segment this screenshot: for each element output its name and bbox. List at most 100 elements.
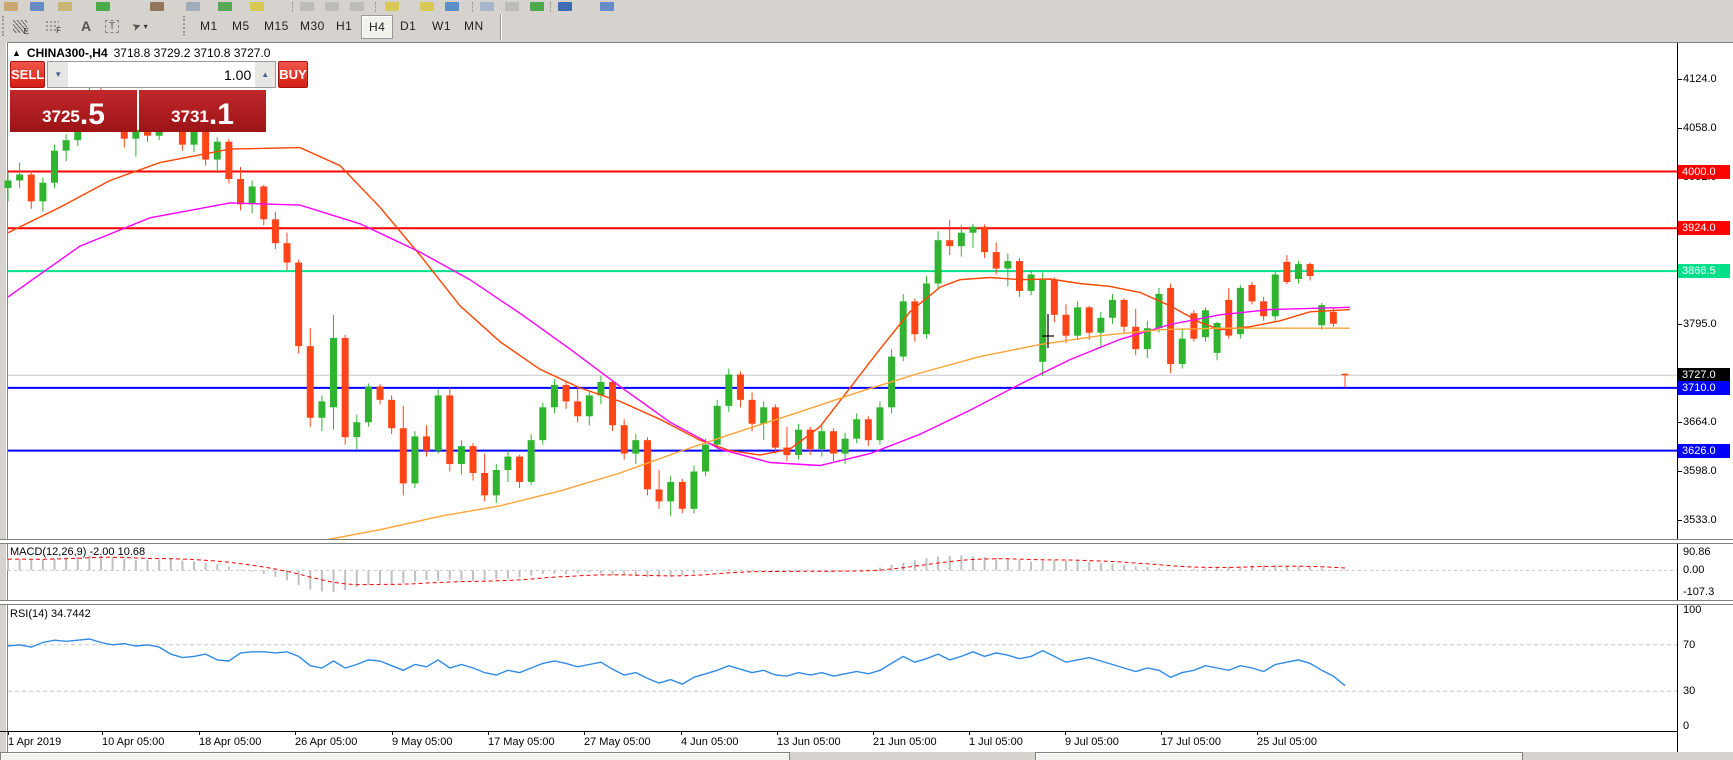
symbol-period-label: CHINA300-,H4 [26,46,108,60]
time-label: 17 May 05:00 [488,736,555,748]
toolbar-icon-fragment[interactable] [480,2,494,11]
time-tick-mark [1257,732,1258,735]
one-click-trading-panel: SELL ▼ ▲ BUY 3725.5 3731.1 [10,61,308,132]
collapse-panel-arrow-icon[interactable]: ▲ [12,48,21,58]
toolbar-icon-fragment[interactable] [445,2,459,11]
price-tag-3924.0: 3924.0 [1678,221,1730,236]
arrow-objects-button[interactable]: ➤ ▾ [128,15,152,37]
volume-decrease-button[interactable]: ▼ [48,62,69,87]
rsi-tick-label: 100 [1683,604,1702,616]
sell-button[interactable]: SELL [10,61,46,88]
price-tag-4000.0: 4000.0 [1678,164,1730,179]
time-axis [0,731,1678,732]
price-tick-mark [1678,79,1682,80]
time-tick-mark [199,732,200,735]
rsi-indicator-label: RSI(14) 34.7442 [10,608,91,620]
toolbar-drag-handle[interactable] [2,16,7,36]
volume-increase-button[interactable]: ▲ [255,62,276,87]
price-axis [1677,43,1678,752]
time-label: 27 May 05:00 [584,736,651,748]
toolbar-icon-fragment[interactable] [250,2,264,11]
toolbar-icon-fragment[interactable] [325,2,339,11]
buy-button[interactable]: BUY [278,61,308,88]
toolbar-icon-fragment[interactable] [420,2,434,11]
toolbar-icon-fragment[interactable] [530,2,544,11]
timeframe-button-m30[interactable]: M30 [300,19,325,33]
text-box-button[interactable]: T [100,15,124,37]
time-label: 4 Jun 05:00 [681,736,739,748]
grid-properties-button[interactable]: F [40,15,64,37]
crosshair-lines-icon: E [13,19,29,36]
time-tick-mark [102,732,103,735]
timeframe-button-m15[interactable]: M15 [264,19,289,33]
timeframe-button-m5[interactable]: M5 [232,19,250,33]
toolbar-separator [292,2,295,12]
time-label: 10 Apr 05:00 [102,736,165,748]
dropdown-caret-icon: ▾ [143,21,148,31]
background-window-fragment [0,752,790,760]
time-label: 25 Jul 05:00 [1257,736,1317,748]
time-tick-mark [681,732,682,735]
toolbar-icon-fragment[interactable] [30,2,44,11]
toolbar-icon-fragment[interactable] [186,2,200,11]
background-window-fragment [1035,752,1523,760]
volume-input[interactable] [68,62,256,87]
time-tick-mark [584,732,585,735]
price-tag-3626.0: 3626.0 [1678,443,1730,458]
macd-tick-label: 0.00 [1683,564,1705,577]
crosshair-lines-button[interactable]: E [8,15,32,37]
bid-price-box[interactable]: 3725.5 [10,90,137,132]
macd-panel [7,555,1677,592]
chart-title: ▲ CHINA300-,H4 3718.8 3729.2 3710.8 3727… [12,46,270,60]
timeframe-button-mn[interactable]: MN [464,19,484,33]
toolbar-icon-fragment[interactable] [600,2,614,11]
horizontal-level-lines [8,170,1677,452]
macd-indicator-label: MACD(12,26,9) -2.00 10.68 [10,546,146,558]
toolbar-icon-fragment[interactable] [218,2,232,11]
time-label: 13 Jun 05:00 [777,736,841,748]
price-tick-mark [1678,324,1682,326]
toolbar-icon-fragment[interactable] [96,2,110,11]
time-tick-mark [1065,732,1066,735]
bid-big-digits: .5 [79,98,105,131]
time-tick-mark [295,732,296,735]
time-label: 1 Apr 2019 [8,736,62,748]
price-tick-label: 3664.0 [1683,416,1717,429]
macd-tick-label: 90.86 [1683,546,1711,558]
rsi-panel-divider[interactable] [0,600,1733,605]
timeframe-button-m1[interactable]: M1 [200,19,218,33]
toolbar-icon-fragment[interactable] [58,2,72,11]
toolbar-icon-fragment[interactable] [385,2,399,11]
toolbar-icon-fragment[interactable] [350,2,364,11]
timeframe-button-h1[interactable]: H1 [336,19,353,33]
timeframe-button-w1[interactable]: W1 [432,19,451,33]
time-label: 17 Jul 05:00 [1161,736,1221,748]
ma-fast-red [7,146,1351,456]
toolbar-icon-fragment[interactable] [505,2,519,11]
toolbar-icon-fragment[interactable] [558,2,572,11]
toolbar-icon-fragment[interactable] [150,2,164,11]
timeframe-button-h4[interactable]: H4 [361,15,394,39]
toolbar-icon-fragment[interactable] [4,2,18,11]
toolbar-icon-fragment[interactable] [300,2,314,11]
rsi-tick-label: 70 [1683,638,1696,651]
bid-main-digits: 3725 [42,107,80,126]
time-tick-mark [392,732,393,735]
toolbar-drag-handle[interactable] [183,16,188,36]
macd-panel-divider[interactable] [0,539,1733,544]
rsi-tick-label: 0 [1683,720,1690,732]
price-tick-mark [1678,471,1682,473]
text-label-button[interactable]: A [74,15,98,37]
price-tick-label: 4058.0 [1683,122,1717,135]
chart-window[interactable] [0,42,1733,753]
timeframe-button-d1[interactable]: D1 [400,19,417,33]
toolbar-separator [472,2,475,12]
ask-big-digits: .1 [208,98,234,131]
time-tick-mark [488,732,489,735]
grid-properties-icon: F [45,20,61,35]
ask-price-box[interactable]: 3731.1 [139,90,266,132]
price-tick-label: 3533.0 [1683,514,1717,526]
vertical-line-object[interactable] [1042,314,1054,348]
